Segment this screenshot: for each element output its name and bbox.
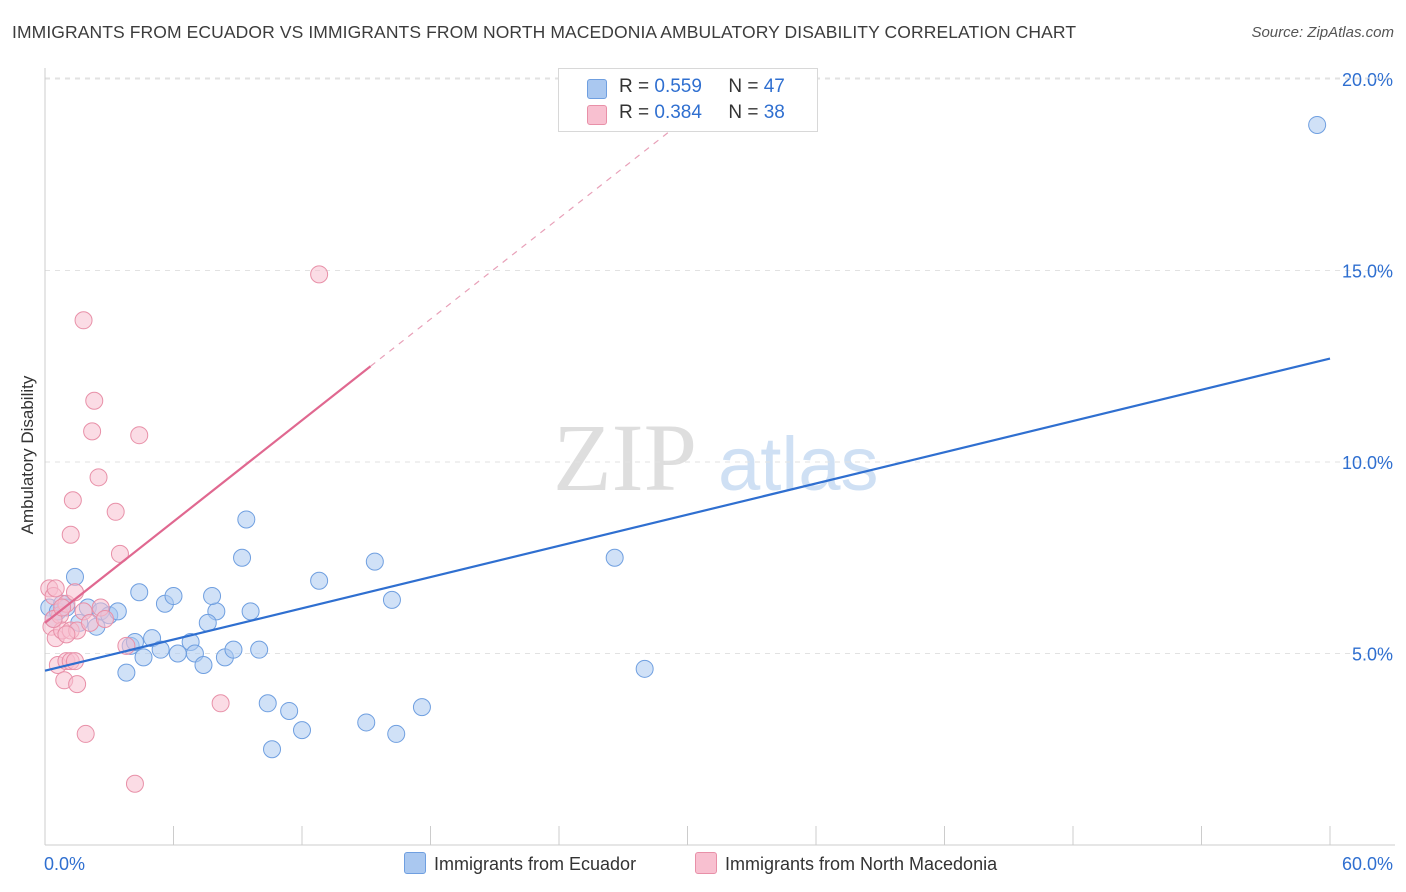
ecuador-point xyxy=(382,590,401,609)
ecuador-point xyxy=(151,640,170,659)
ecuador-point xyxy=(250,640,269,659)
legend-r-label: R = xyxy=(619,76,650,97)
bottom-legend-swatch-ecuador xyxy=(404,852,426,874)
x-tick-label: 0.0% xyxy=(44,854,85,874)
legend-n-value-ecuador: 47 xyxy=(763,76,785,97)
north-macedonia-point xyxy=(57,625,76,644)
y-tick-label: 15.0% xyxy=(1342,262,1393,282)
chart-title: IMMIGRANTS FROM ECUADOR VS IMMIGRANTS FR… xyxy=(12,22,1077,42)
north-macedonia-point xyxy=(95,610,114,629)
legend-n-label: N = xyxy=(728,102,759,123)
bottom-legend-swatch-north-macedonia xyxy=(695,852,717,874)
ecuador-point xyxy=(130,583,149,602)
ecuador-point xyxy=(310,571,329,590)
ecuador-point xyxy=(635,659,654,678)
ecuador-point xyxy=(134,648,153,667)
north-macedonia-point xyxy=(310,265,329,284)
north-macedonia-point xyxy=(68,675,87,694)
north-macedonia-trend-extension xyxy=(370,116,688,367)
north-macedonia-point xyxy=(63,491,82,510)
ecuador-point xyxy=(387,724,406,743)
north-macedonia-trend-line xyxy=(44,365,372,624)
legend-n-value-north-macedonia: 38 xyxy=(763,102,785,123)
chart-source: Source: ZipAtlas.com xyxy=(1251,24,1394,41)
north-macedonia-point xyxy=(76,724,95,743)
watermark-atlas: atlas xyxy=(718,422,879,507)
legend-swatch-ecuador xyxy=(587,79,607,99)
y-axis-label: Ambulatory Disability xyxy=(18,375,37,535)
x-tick-label: 60.0% xyxy=(1342,854,1393,874)
bottom-legend-label-ecuador: Immigrants from Ecuador xyxy=(434,854,637,874)
legend-swatch-north-macedonia xyxy=(587,105,607,125)
ecuador-point xyxy=(357,713,376,732)
legend-r-label: R = xyxy=(619,102,650,123)
y-tick-label: 10.0% xyxy=(1342,453,1393,473)
north-macedonia-point xyxy=(46,579,65,598)
north-macedonia-point xyxy=(61,525,80,544)
ecuador-point xyxy=(365,552,384,571)
watermark-zip: ZIP xyxy=(553,404,697,511)
bottom-legend-ecuador: Immigrants from Ecuador xyxy=(404,852,636,876)
legend: R = 0.559 N = 47 R = 0.384 N = 38 xyxy=(558,68,818,132)
y-tick-label: 5.0% xyxy=(1352,645,1393,665)
legend-r-value-north-macedonia: 0.384 xyxy=(654,102,702,123)
north-macedonia-point xyxy=(85,391,104,410)
ecuador-point xyxy=(605,548,624,567)
ecuador-point xyxy=(224,640,243,659)
north-macedonia-point xyxy=(89,468,108,487)
north-macedonia-point xyxy=(125,774,144,793)
north-macedonia-point xyxy=(83,422,102,441)
ecuador-point xyxy=(293,721,311,740)
ecuador-point xyxy=(233,548,252,567)
legend-n-label: N = xyxy=(728,76,759,97)
bottom-legend-north-macedonia: Immigrants from North Macedonia xyxy=(695,852,997,876)
north-macedonia-point xyxy=(74,311,93,330)
legend-r-value-ecuador: 0.559 xyxy=(654,76,702,97)
ecuador-point xyxy=(164,587,183,606)
north-macedonia-point xyxy=(211,694,230,713)
y-tick-label: 20.0% xyxy=(1342,70,1393,90)
ecuador-point xyxy=(263,740,282,759)
north-macedonia-point xyxy=(80,613,99,632)
ecuador-point xyxy=(412,698,431,717)
ecuador-point xyxy=(117,663,136,682)
ecuador-trend-line xyxy=(44,357,1331,672)
ecuador-point xyxy=(241,602,260,621)
ecuador-point xyxy=(280,701,299,720)
north-macedonia-point xyxy=(130,426,149,445)
ecuador-point xyxy=(258,694,277,713)
ecuador-point xyxy=(1308,115,1327,134)
ecuador-point xyxy=(194,655,213,674)
ecuador-point xyxy=(237,510,256,529)
bottom-legend-label-north-macedonia: Immigrants from North Macedonia xyxy=(725,854,998,874)
ecuador-point xyxy=(65,567,84,586)
north-macedonia-point xyxy=(106,502,125,521)
ecuador-point xyxy=(203,587,222,606)
